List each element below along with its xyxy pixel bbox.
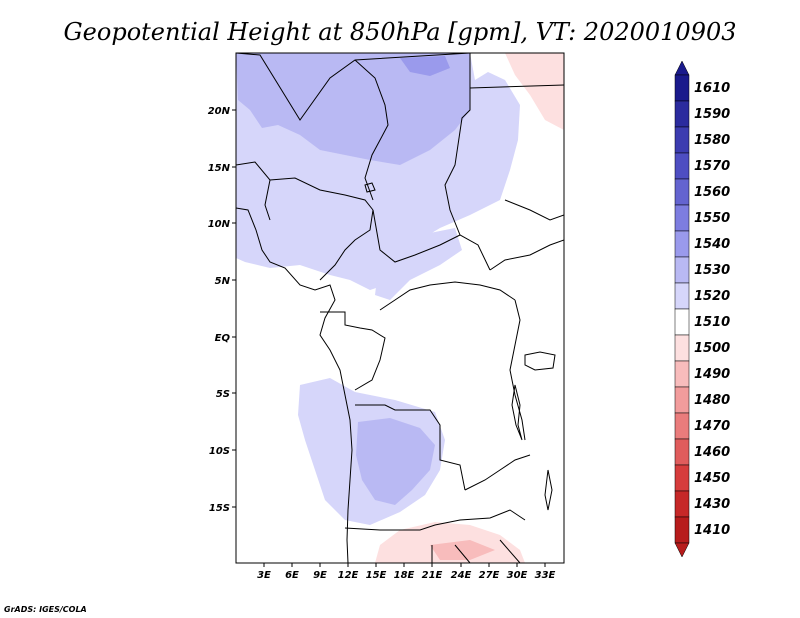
border-southern	[431, 539, 521, 563]
y-tick-label: 10S	[209, 446, 230, 457]
y-axis: 20N 15N 10N 5N EQ 5S 10S 15S	[208, 106, 236, 514]
colorbar-swatch	[674, 516, 690, 544]
colorbar-swatch	[674, 490, 690, 518]
x-tick-label: 15E	[366, 570, 387, 581]
x-tick-label: 6E	[285, 570, 299, 581]
border-algeria-mali	[236, 53, 471, 121]
colorbar-swatch	[674, 204, 690, 232]
lake-malawi	[544, 469, 553, 511]
colorbar-label: 1560	[694, 185, 730, 200]
border-ethiopia	[504, 199, 564, 221]
figure-title: Geopotential Height at 850hPa [gpm], VT:…	[64, 18, 737, 46]
border-egypt-sudan	[444, 53, 471, 236]
x-tick-label: 24E	[451, 570, 472, 581]
colorbar-swatch	[674, 412, 690, 440]
colorbar-label: 1520	[694, 289, 730, 304]
colorbar-swatch	[674, 230, 690, 258]
border-mali-south	[236, 161, 271, 221]
field-region-1540-patch	[400, 56, 450, 76]
y-tick-label: 5S	[216, 389, 230, 400]
colorbar-bottom-arrow	[674, 542, 690, 558]
border-drc-east	[509, 299, 526, 441]
colorbar-label: 1530	[694, 263, 730, 278]
coastline-west	[236, 207, 353, 563]
x-tick-label: 12E	[338, 570, 359, 581]
y-tick-label: 15S	[209, 503, 230, 514]
y-tick-label: 10N	[208, 219, 231, 230]
colorbar: 1610 1590 1580 1570 1560 1550 1540 1530 1520 1510…	[674, 60, 730, 558]
colorbar-label: 1500	[694, 341, 730, 356]
colorbar-label: 1580	[694, 133, 730, 148]
field-region-1490-patch	[430, 540, 495, 560]
map-panel: 3E 6E 9E 12E 15E 18E 21E 24E 27E 30E 33E…	[208, 52, 565, 581]
x-axis: 3E 6E 9E 12E 15E 18E 21E 24E 27E 30E 33E	[257, 563, 556, 581]
x-tick-label: 3E	[257, 570, 271, 581]
colorbar-swatch	[674, 74, 690, 102]
colorbar-label: 1410	[694, 523, 730, 538]
y-tick-label: 20N	[208, 106, 231, 117]
colorbar-label: 1540	[694, 237, 730, 252]
field-region-1530-north	[236, 53, 470, 165]
colorbar-label: 1590	[694, 107, 730, 122]
x-tick-label: 21E	[422, 570, 443, 581]
colorbar-label: 1610	[694, 81, 730, 96]
y-tick-label: EQ	[215, 333, 231, 344]
border-congo	[320, 311, 386, 391]
colorbar-swatch	[674, 178, 690, 206]
colorbar-swatch	[674, 438, 690, 466]
colorbar-label: 1460	[694, 445, 730, 460]
lake-chad	[364, 182, 376, 193]
colorbar-label: 1570	[694, 159, 730, 174]
colorbar-swatch	[674, 126, 690, 154]
border-car-drc	[379, 281, 516, 311]
border-zambia	[464, 454, 531, 491]
y-tick-label: 5N	[215, 276, 231, 287]
colorbar-swatch	[674, 464, 690, 492]
colorbar-top-arrow	[674, 60, 690, 76]
colorbar-label: 1490	[694, 367, 730, 382]
border-sudan-east	[489, 239, 564, 271]
colorbar-label: 1430	[694, 497, 730, 512]
border-chad-car	[372, 209, 491, 271]
field-region-1520-sahel	[375, 228, 462, 300]
border-red-sea	[469, 84, 564, 89]
map-frame	[235, 52, 565, 564]
x-tick-label: 9E	[313, 570, 327, 581]
colorbar-swatch	[674, 360, 690, 388]
border-angola-drc	[355, 404, 466, 491]
x-tick-label: 33E	[535, 570, 556, 581]
field-region-1530-angola	[356, 418, 435, 505]
y-tick-label: 15N	[208, 163, 231, 174]
border-angola-namibia	[344, 509, 526, 531]
border-nigeria-cameroon	[319, 209, 374, 281]
colorbar-swatch	[674, 256, 690, 284]
colorbar-label: 1470	[694, 419, 730, 434]
field-region-1520-west	[236, 160, 370, 262]
border-libya-chad	[354, 59, 389, 201]
field-region-1500-northeast	[505, 53, 564, 130]
credit-text: GrADS: IGES/COLA	[4, 605, 87, 614]
lake-tanganyika	[511, 384, 523, 441]
colorbar-label: 1450	[694, 471, 730, 486]
x-tick-label: 30E	[507, 570, 528, 581]
colorbar-swatch	[674, 386, 690, 414]
colorbar-swatch	[674, 100, 690, 128]
x-tick-label: 18E	[394, 570, 415, 581]
border-niger-nigeria	[269, 177, 374, 211]
country-borders	[236, 53, 564, 563]
colorbar-swatch	[674, 282, 690, 310]
colorbar-swatch	[674, 152, 690, 180]
colorbar-swatch	[674, 308, 690, 336]
colorbar-label: 1480	[694, 393, 730, 408]
x-tick-label: 27E	[479, 570, 500, 581]
height-field	[236, 53, 564, 563]
colorbar-label: 1510	[694, 315, 730, 330]
colorbar-swatch	[674, 334, 690, 362]
colorbar-label: 1550	[694, 211, 730, 226]
lake-victoria	[524, 351, 556, 371]
